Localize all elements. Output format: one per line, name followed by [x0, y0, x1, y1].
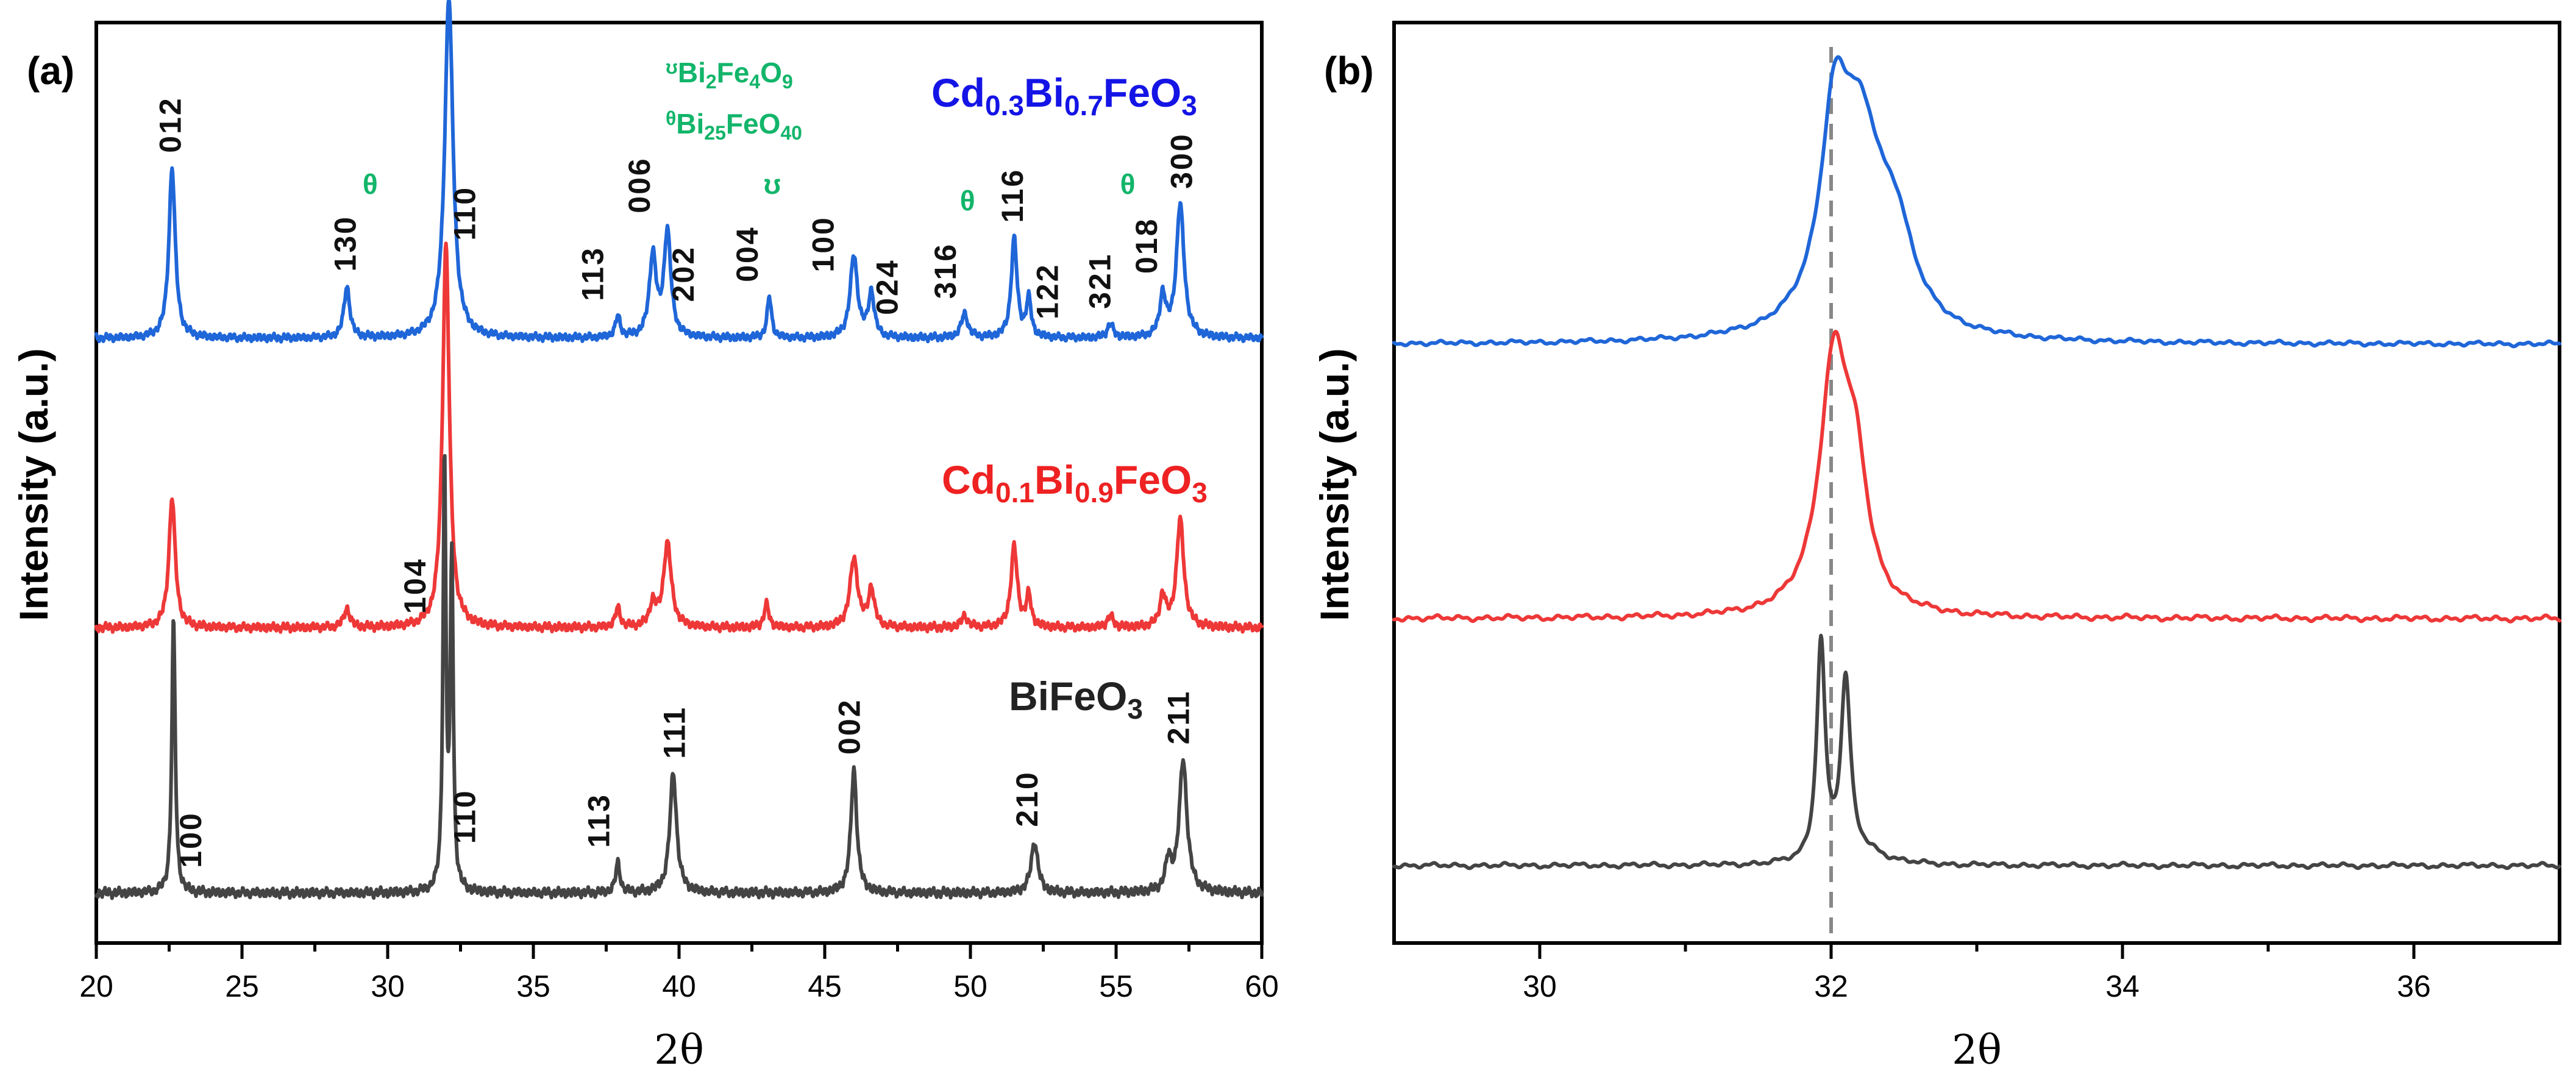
hkl-label: 110	[447, 789, 482, 844]
panel-a-x-axis-label: 2θ	[654, 1027, 704, 1073]
panel-a-x-tick-label: 40	[662, 969, 696, 1003]
hkl-label: 110	[447, 186, 482, 241]
panel-a-trace-bfo	[94, 454, 1264, 900]
hkl-label: 116	[995, 168, 1030, 223]
panel-b-trace-cd01	[1392, 330, 2561, 624]
panel-a-annotations: 012 130 110 113 006 202 004 100 024 316 116 122 321 0…	[154, 56, 1208, 868]
hkl-label: 113	[582, 793, 616, 848]
hkl-label: 211	[1162, 690, 1196, 745]
hkl-label: 321	[1083, 252, 1117, 308]
panel-a-x-tick-label: 55	[1099, 969, 1133, 1003]
hkl-label: 100	[174, 811, 208, 867]
phase-marker: θ	[1120, 168, 1136, 200]
panel-a-x-tick-label: 45	[808, 969, 842, 1003]
phase-marker: θ	[960, 185, 975, 216]
panel-b-x-tick-label: 32	[1814, 969, 1848, 1003]
panel-b-y-axis-label: Intensity (a.u.)	[1312, 348, 1357, 621]
hkl-label: 024	[870, 258, 904, 315]
panel-a-x-tick-label: 60	[1245, 969, 1279, 1003]
series-label-bfo: BiFeO3	[1009, 674, 1143, 725]
hkl-label: 113	[576, 246, 610, 301]
hkl-label: 111	[658, 706, 692, 759]
panel-b-traces	[1392, 47, 2561, 937]
hkl-label: 100	[806, 216, 840, 272]
panel-b-label: (b)	[1324, 49, 1374, 93]
hkl-label: 300	[1164, 132, 1198, 188]
series-label-cd01: Cd0.1Bi0.9FeO3	[942, 457, 1208, 508]
panel-b-x-tick-label: 34	[2105, 969, 2140, 1003]
panel-a-x-tick-label: 30	[371, 969, 405, 1003]
panel-a-traces	[94, 0, 1264, 900]
phase-marker: ʊ	[764, 168, 781, 200]
panel-a-x-tick-label: 50	[953, 969, 987, 1003]
hkl-label: 018	[1130, 218, 1164, 274]
phase-marker: θ	[363, 168, 378, 200]
panel-b-trace-bfo	[1392, 633, 2561, 870]
panel-a-trace-cd01	[94, 241, 1264, 634]
panel-a-x-tick-label: 35	[516, 969, 550, 1003]
panel-a-x-ticks: 20 25 30 35 40 45 50 55 60	[79, 943, 1279, 1003]
panel-a-trace-cd03	[94, 0, 1264, 344]
panel-b-x-tick-label: 36	[2397, 969, 2431, 1003]
panel-b-trace-cd03	[1392, 55, 2561, 349]
hkl-label: 104	[398, 558, 432, 614]
panel-a-x-tick-label: 20	[79, 969, 113, 1003]
hkl-label: 122	[1030, 263, 1064, 319]
panel-a: (a) 20 25 30 35 40 45 50 55 60 012 130 110 113 006 20…	[11, 0, 1279, 1073]
hkl-label: 210	[1010, 771, 1044, 827]
hkl-label: 012	[154, 96, 188, 152]
panel-a-y-axis-label: Intensity (a.u.)	[11, 348, 56, 621]
phase-legend-entry: ʊBi2Fe4O9	[666, 56, 793, 93]
panel-b-x-axis-label: 2θ	[1952, 1027, 2002, 1073]
panel-a-x-tick-label: 25	[225, 969, 259, 1003]
hkl-label: 004	[730, 226, 764, 282]
hkl-label: 130	[328, 215, 362, 271]
hkl-label: 202	[666, 246, 700, 302]
hkl-label: 006	[622, 157, 656, 213]
series-label-cd03: Cd0.3Bi0.7FeO3	[931, 70, 1197, 121]
panel-a-label: (a)	[27, 49, 74, 93]
phase-legend-entry: θBi25FeO40	[666, 107, 802, 144]
hkl-label: 316	[928, 243, 962, 299]
panel-b-x-ticks: 30 32 34 36	[1523, 943, 2431, 1003]
panel-b-x-tick-label: 30	[1523, 969, 1557, 1003]
hkl-label: 002	[832, 698, 866, 754]
panel-b: (b) 30 32 34 36 Intensity (a.u.) 2θ	[1312, 21, 2561, 1073]
